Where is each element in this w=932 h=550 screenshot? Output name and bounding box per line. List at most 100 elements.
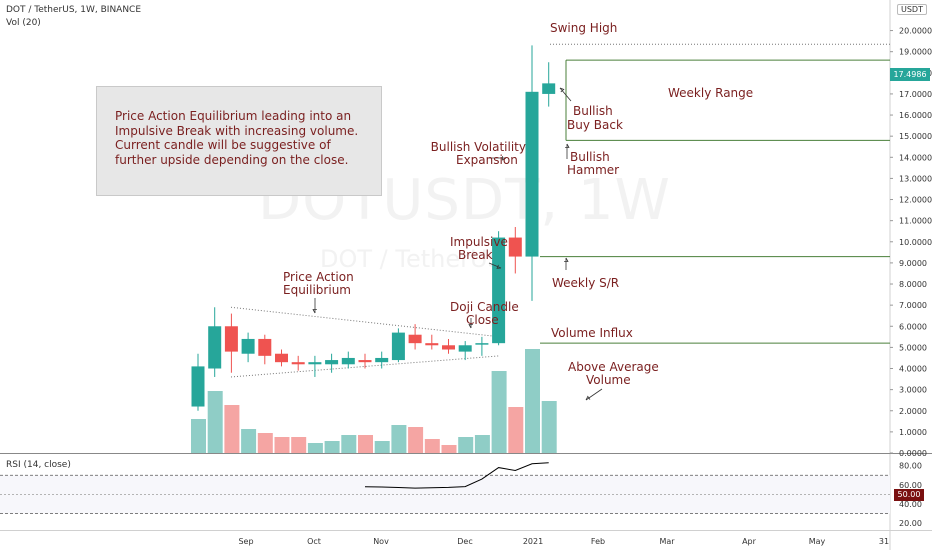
arrow-volatility-expansion-head xyxy=(502,156,507,161)
rsi-value-tag: 50.00 xyxy=(894,489,924,501)
candle-body xyxy=(492,237,506,344)
arrow-bullish-hammer-head xyxy=(565,143,570,148)
volume-bar xyxy=(358,435,373,453)
x-tick-label: Dec xyxy=(457,537,472,546)
volume-bar xyxy=(441,445,457,453)
volume-bar xyxy=(424,439,440,453)
candle-body xyxy=(258,338,272,356)
x-tick-label: 2021 xyxy=(523,537,543,546)
volume-bar xyxy=(474,435,490,453)
rsi-label: RSI (14, close) xyxy=(6,460,71,470)
candle-body xyxy=(442,345,455,350)
x-tick-label: Oct xyxy=(307,537,321,546)
candle-body xyxy=(224,326,238,352)
candle-body xyxy=(291,362,305,365)
candle-body xyxy=(408,334,422,344)
volume-bar xyxy=(341,435,357,453)
rsi-tick-label: 60.00 xyxy=(899,481,922,490)
arrow-doji-head xyxy=(468,324,473,329)
equilibrium-upper-line xyxy=(230,306,501,338)
candle-body xyxy=(275,353,288,363)
arrow-above-average xyxy=(585,388,603,401)
symbol-watermark-subtitle: DOT / TetherUS xyxy=(320,245,503,273)
x-tick-label: May xyxy=(809,537,826,546)
y-tick-label: 14.0000 xyxy=(899,153,932,162)
y-tick-label: 19.0000 xyxy=(899,48,932,57)
annotation-bullish-hammer-2: Hammer xyxy=(567,163,620,177)
volume-bar xyxy=(257,433,273,453)
arrow-buy-back xyxy=(559,87,572,102)
volume-bar xyxy=(525,349,540,453)
y-tick-label: 11.0000 xyxy=(899,217,932,226)
annotation-bullish-buy-back-2: Buy Back xyxy=(567,118,623,132)
y-tick-label: 3.0000 xyxy=(899,386,927,395)
y-tick-label: 20.0000 xyxy=(899,27,932,36)
annotation-impulsive-1: Impulsive xyxy=(450,235,508,249)
candle-body xyxy=(391,332,405,361)
note-box: Price Action Equilibrium leading into an… xyxy=(96,86,382,196)
annotation-swing-high: Swing High xyxy=(550,21,618,35)
annotation-price-action-2: Equilibrium xyxy=(283,283,351,297)
y-tick-label: 9.0000 xyxy=(899,259,927,268)
y-tick-label: 16.0000 xyxy=(899,111,932,120)
candle-body xyxy=(241,338,255,354)
rsi-line xyxy=(364,462,549,489)
arrow-impulsive-break-head xyxy=(496,264,502,269)
y-tick-label: 6.0000 xyxy=(899,322,927,331)
currency-badge[interactable]: USDT xyxy=(897,4,927,15)
y-tick-label: 2.0000 xyxy=(899,407,927,416)
volume-bar xyxy=(274,437,290,453)
arrow-impulsive-break xyxy=(488,262,502,269)
candle-body xyxy=(358,360,372,363)
candle-body xyxy=(341,357,355,365)
note-text: Price Action Equilibrium leading into an… xyxy=(115,109,359,167)
last-price-tag: 17.4986 xyxy=(890,68,930,81)
symbol-title: DOT / TetherUS, 1W, BINANCE xyxy=(6,5,142,15)
annotation-doji-2: Close xyxy=(466,313,499,327)
y-tick-label: 5.0000 xyxy=(899,343,927,352)
arrow-weekly-sr-head xyxy=(564,257,569,262)
rsi-tick-label: 20.00 xyxy=(899,519,922,528)
y-tick-label: 8.0000 xyxy=(899,280,927,289)
annotation-weekly-sr: Weekly S/R xyxy=(552,276,620,290)
rsi-tick-label: 40.00 xyxy=(899,500,922,509)
x-tick-label: 31 xyxy=(879,537,889,546)
rsi-tick-label: 80.00 xyxy=(899,462,922,471)
volume-bar xyxy=(491,371,507,453)
arrow-buy-back-head xyxy=(559,87,565,93)
volume-bar xyxy=(307,443,323,453)
x-tick-label: Apr xyxy=(742,537,757,546)
candle-body xyxy=(208,326,222,369)
y-tick-label: 0.0000 xyxy=(899,449,927,458)
volume-bar xyxy=(374,441,390,453)
volume-bar xyxy=(508,407,524,453)
candle-body xyxy=(325,360,339,365)
volume-bar xyxy=(541,401,557,453)
y-tick-label: 7.0000 xyxy=(899,301,927,310)
y-tick-label: 13.0000 xyxy=(899,174,932,183)
annotation-doji-1: Doji Candle xyxy=(450,300,519,314)
annotation-bullish-volatility-1: Bullish Volatility xyxy=(430,140,526,154)
candle-body xyxy=(542,83,556,94)
candle-body xyxy=(525,91,539,257)
volume-indicator-label: Vol (20) xyxy=(6,18,41,28)
y-tick-label: 17.0000 xyxy=(899,90,932,99)
y-tick-label: 12.0000 xyxy=(899,196,932,205)
volume-bar xyxy=(207,391,223,453)
x-tick-label: Sep xyxy=(238,537,253,546)
annotation-weekly-range: Weekly Range xyxy=(668,86,754,100)
volume-bar xyxy=(324,441,340,453)
volume-bar xyxy=(458,437,474,453)
volume-bar xyxy=(191,419,206,453)
volume-bar xyxy=(241,429,257,453)
annotation-price-action-1: Price Action xyxy=(283,270,354,284)
annotation-volume-influx: Volume Influx xyxy=(551,326,633,340)
annotation-above-average-1: Above Average xyxy=(568,360,659,374)
annotation-above-average-2: Volume xyxy=(586,373,631,387)
candle-body xyxy=(425,343,439,346)
candle-body xyxy=(458,345,472,352)
volume-bar xyxy=(224,405,240,453)
annotation-impulsive-2: Break xyxy=(458,248,493,262)
candle-body xyxy=(508,237,522,257)
